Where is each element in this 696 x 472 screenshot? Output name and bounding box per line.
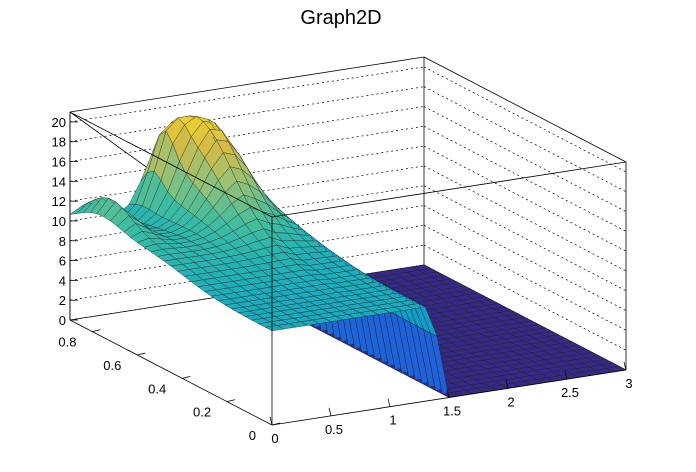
x-tick <box>269 416 273 426</box>
x-tick-label: 3 <box>625 376 632 391</box>
z-tick-label: 16 <box>52 155 66 170</box>
x-tick-label: 1 <box>389 413 396 428</box>
y-tick <box>271 422 281 426</box>
y-axis-line <box>69 319 273 426</box>
right-top-edge <box>423 56 627 163</box>
z-tick-label: 14 <box>52 174 66 189</box>
x-tick <box>623 361 627 371</box>
left-top-edge <box>69 111 273 218</box>
grid-line-right <box>423 106 627 212</box>
grid-line-right <box>423 165 627 272</box>
grid-line-back <box>69 106 425 162</box>
x-tick <box>505 380 509 389</box>
grid-line-right <box>423 66 627 173</box>
z-tick-label: 8 <box>59 234 66 249</box>
z-tick-label: 12 <box>52 194 66 209</box>
grid-line-right <box>423 126 627 232</box>
x-tick-label: 0 <box>271 431 278 446</box>
z-tick-label: 0 <box>59 313 66 328</box>
grid-line-right <box>423 145 627 252</box>
x-tick-label: 2.5 <box>561 385 579 400</box>
x-tick <box>446 389 450 398</box>
front-top-edge <box>271 161 627 218</box>
y-tick <box>182 375 191 379</box>
x-tick-label: 1.5 <box>443 404 461 419</box>
y-tick <box>227 399 236 403</box>
grid-line-right <box>423 185 627 292</box>
x-tick <box>564 371 568 380</box>
y-tick-label: 0.2 <box>193 405 211 420</box>
y-tick <box>92 329 101 333</box>
x-tick-label: 0.5 <box>325 422 343 437</box>
z-tick-label: 18 <box>52 135 66 150</box>
x-tick <box>328 407 332 416</box>
z-tick-label: 20 <box>52 115 66 130</box>
y-tick <box>137 352 146 356</box>
grid-line-right <box>423 86 627 193</box>
grid-line-back <box>69 86 425 143</box>
y-tick-label: 0.6 <box>103 358 121 373</box>
z-tick-label: 6 <box>59 254 66 269</box>
y-tick-label: 0 <box>249 428 256 443</box>
z-tick-label: 4 <box>59 273 66 288</box>
y-tick-label: 0.4 <box>148 381 166 396</box>
surface-mesh <box>69 115 627 398</box>
back-top-edge <box>69 56 425 113</box>
axis-ticks: 0 0.5 1 1.5 2 2.5 3 0 0.2 0.4 0.6 0.8 0 2 4 6 8 10 12 14 16 1… <box>52 115 633 446</box>
x-tick-label: 2 <box>507 394 514 409</box>
y-tick-label: 0.8 <box>58 335 76 350</box>
z-tick-label: 10 <box>52 214 66 229</box>
grid-line-back <box>69 66 425 123</box>
z-tick-label: 2 <box>59 293 66 308</box>
chart-title: Graph2D <box>300 7 381 29</box>
x-tick <box>387 398 391 407</box>
